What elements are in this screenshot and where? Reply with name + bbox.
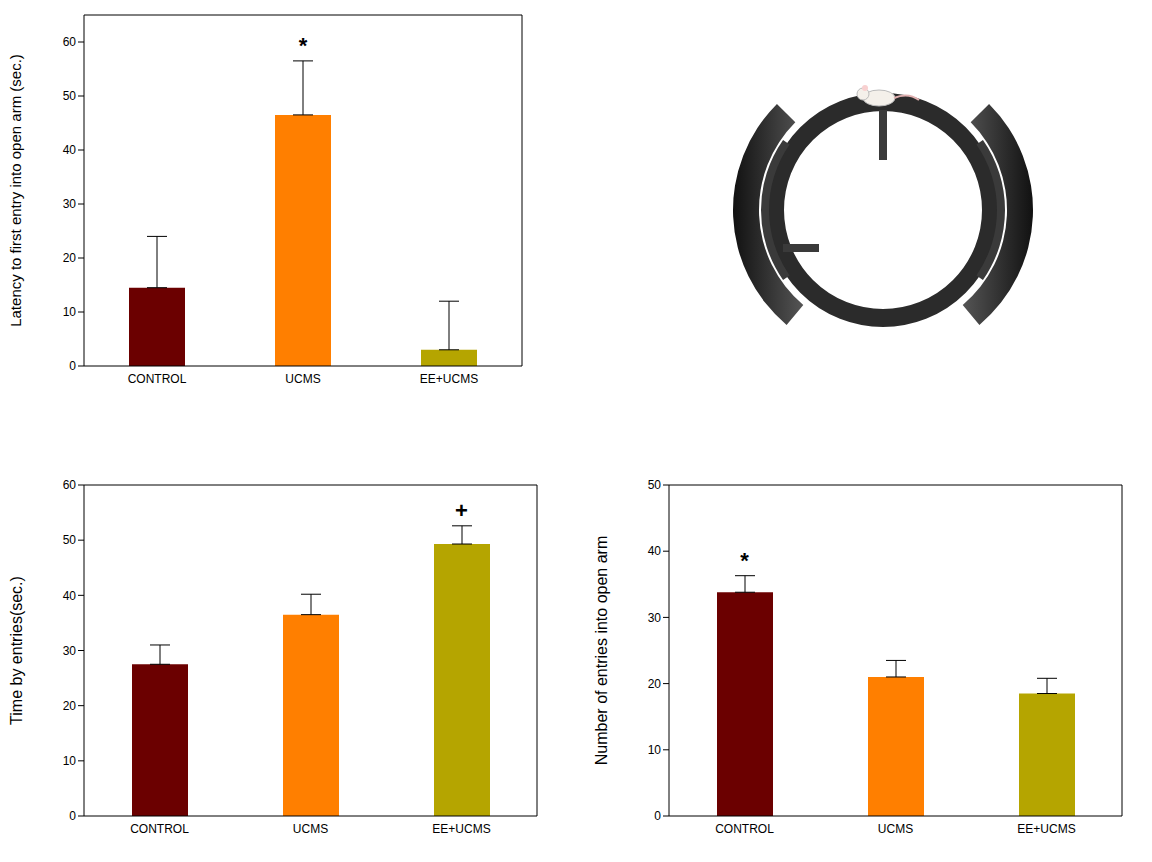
svg-text:Time by entries(sec.): Time by entries(sec.): [8, 576, 25, 725]
svg-text:60: 60: [63, 478, 77, 492]
svg-text:CONTROL: CONTROL: [130, 822, 189, 836]
svg-text:30: 30: [648, 611, 662, 625]
svg-text:10: 10: [63, 305, 77, 319]
svg-text:UCMS: UCMS: [285, 372, 320, 386]
svg-text:40: 40: [648, 544, 662, 558]
svg-text:40: 40: [63, 589, 77, 603]
svg-text:EE+UCMS: EE+UCMS: [1017, 822, 1075, 836]
svg-text:10: 10: [648, 743, 662, 757]
svg-text:60: 60: [63, 35, 77, 49]
svg-text:Latency to first entry into op: Latency to first entry into open arm (se…: [7, 54, 24, 327]
svg-text:20: 20: [63, 699, 77, 713]
svg-text:30: 30: [63, 644, 77, 658]
svg-text:40: 40: [63, 143, 77, 157]
svg-text:UCMS: UCMS: [293, 822, 328, 836]
svg-text:*: *: [299, 33, 308, 58]
svg-text:20: 20: [648, 677, 662, 691]
svg-text:50: 50: [63, 89, 77, 103]
svg-text:+: +: [455, 498, 468, 523]
svg-text:30: 30: [63, 197, 77, 211]
svg-text:50: 50: [63, 533, 77, 547]
svg-text:EE+UCMS: EE+UCMS: [432, 822, 490, 836]
svg-text:CONTROL: CONTROL: [128, 372, 187, 386]
svg-text:0: 0: [69, 809, 76, 823]
svg-text:UCMS: UCMS: [878, 822, 913, 836]
svg-text:*: *: [740, 548, 749, 573]
svg-text:20: 20: [63, 251, 77, 265]
svg-text:Number of entries into open ar: Number of entries into open arm: [593, 536, 610, 765]
svg-text:EE+UCMS: EE+UCMS: [420, 372, 478, 386]
svg-text:10: 10: [63, 754, 77, 768]
svg-text:CONTROL: CONTROL: [715, 822, 774, 836]
svg-text:0: 0: [654, 809, 661, 823]
svg-text:50: 50: [648, 478, 662, 492]
svg-text:0: 0: [69, 359, 76, 373]
